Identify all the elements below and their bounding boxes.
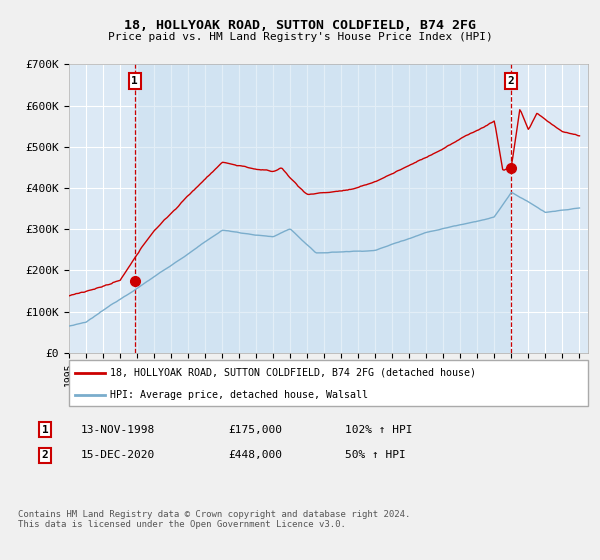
Text: 2: 2 (41, 450, 49, 460)
Text: Price paid vs. HM Land Registry's House Price Index (HPI): Price paid vs. HM Land Registry's House … (107, 32, 493, 42)
Text: £175,000: £175,000 (228, 424, 282, 435)
Text: 102% ↑ HPI: 102% ↑ HPI (345, 424, 413, 435)
Text: 1: 1 (41, 424, 49, 435)
Text: 18, HOLLYOAK ROAD, SUTTON COLDFIELD, B74 2FG (detached house): 18, HOLLYOAK ROAD, SUTTON COLDFIELD, B74… (110, 368, 476, 378)
Text: HPI: Average price, detached house, Walsall: HPI: Average price, detached house, Wals… (110, 390, 368, 399)
Text: 15-DEC-2020: 15-DEC-2020 (81, 450, 155, 460)
Text: 18, HOLLYOAK ROAD, SUTTON COLDFIELD, B74 2FG: 18, HOLLYOAK ROAD, SUTTON COLDFIELD, B74… (124, 18, 476, 32)
Bar (135, 64, 511, 353)
Text: 1: 1 (131, 76, 138, 86)
Text: £448,000: £448,000 (228, 450, 282, 460)
Text: Contains HM Land Registry data © Crown copyright and database right 2024.
This d: Contains HM Land Registry data © Crown c… (18, 510, 410, 529)
Text: 2: 2 (508, 76, 514, 86)
Text: 13-NOV-1998: 13-NOV-1998 (81, 424, 155, 435)
Text: 50% ↑ HPI: 50% ↑ HPI (345, 450, 406, 460)
